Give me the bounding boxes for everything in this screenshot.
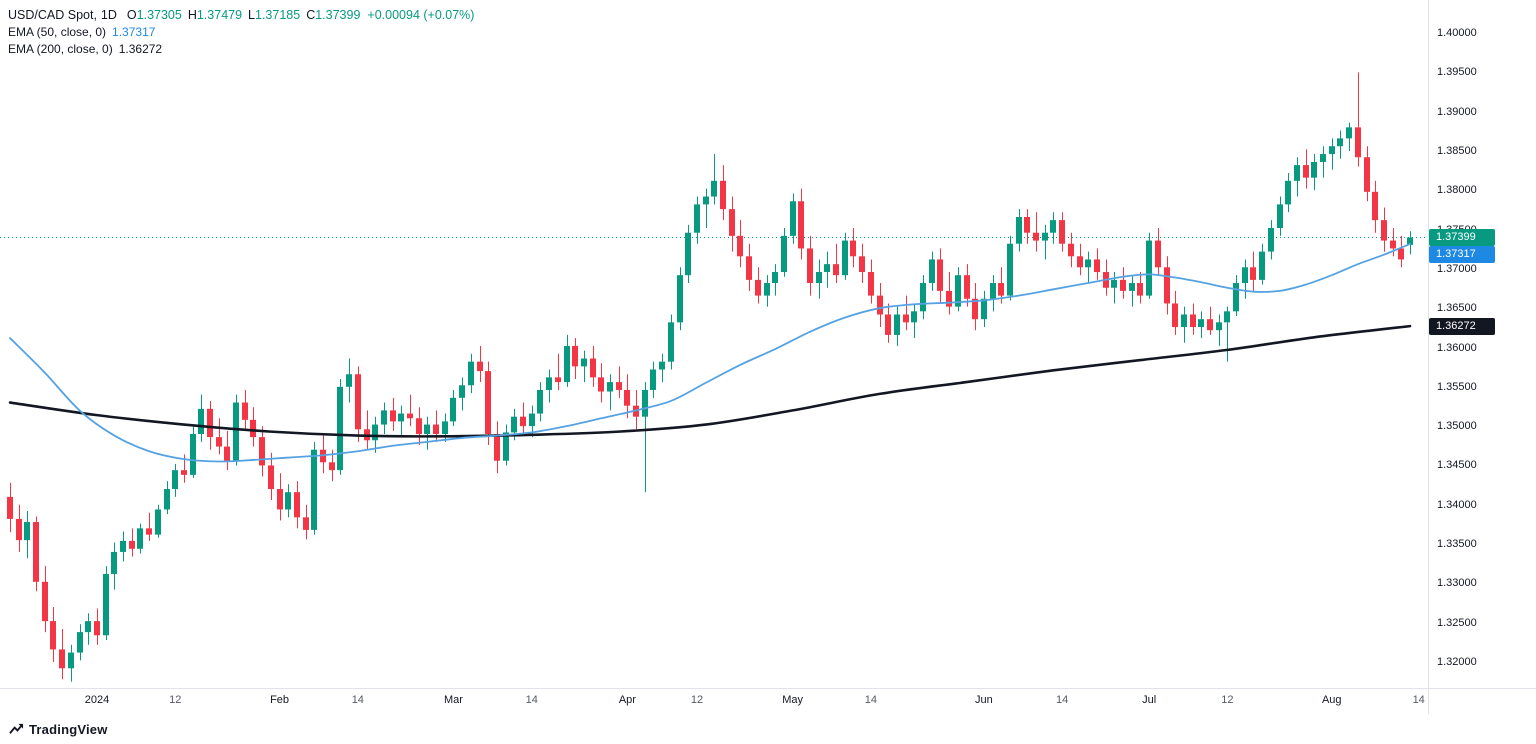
price-tag: 1.37399	[1429, 229, 1495, 246]
y-tick-label: 1.34000	[1437, 498, 1477, 511]
x-tick-label: May	[782, 694, 803, 706]
x-tick-label: 12	[1221, 694, 1234, 706]
ema200-name[interactable]: EMA (200, close, 0)	[8, 42, 113, 56]
chart-legend: USD/CAD Spot, 1D O1.37305 H1.37479 L1.37…	[8, 7, 474, 58]
y-tick-label: 1.33000	[1437, 577, 1477, 590]
low-readout: L1.37185	[248, 8, 301, 22]
x-tick-label: Aug	[1321, 694, 1342, 706]
ema50-name[interactable]: EMA (50, close, 0)	[8, 25, 107, 39]
x-tick-label: 12	[169, 694, 182, 706]
symbol-row: USD/CAD Spot, 1D O1.37305 H1.37479 L1.37…	[8, 7, 474, 24]
y-tick-label: 1.32500	[1437, 616, 1477, 629]
open-readout: O1.37305	[126, 8, 182, 22]
tradingview-logo-icon	[9, 723, 24, 734]
y-tick-label: 1.38000	[1437, 184, 1477, 197]
price-axis[interactable]: 1.400001.395001.390001.385001.380001.375…	[1428, 0, 1536, 688]
interval-label[interactable]: 1D	[100, 8, 117, 22]
y-tick-label: 1.35500	[1437, 380, 1477, 393]
y-tick-label: 1.38500	[1437, 144, 1477, 157]
ema50-value: 1.37317	[112, 25, 156, 39]
ema200-value: 1.36272	[118, 42, 163, 56]
y-tick-label: 1.40000	[1437, 27, 1477, 39]
y-tick-label: 1.39000	[1437, 105, 1477, 118]
x-tick-label: Jun	[975, 694, 993, 706]
x-tick-label: 14	[1056, 694, 1069, 706]
axis-corner	[1428, 689, 1536, 714]
x-tick-label: Feb	[270, 694, 290, 706]
y-tick-label: 1.36000	[1437, 341, 1477, 354]
change-readout: +0.00094 (+0.07%)	[367, 8, 475, 22]
x-tick-label: Apr	[618, 694, 636, 706]
tradingview-logo-text: TradingView	[29, 721, 108, 737]
time-row: 2024 12 Feb 14 Mar 14 Apr 12 May 14 Jun 14 Jul 12 Aug 1…	[0, 688, 1536, 714]
y-tick-label: 1.37000	[1437, 262, 1477, 275]
x-tick-label: Jul	[1142, 694, 1157, 706]
x-tick-label: 2024	[84, 694, 110, 706]
x-tick-label: 14	[351, 694, 364, 706]
footer-bar: TradingView	[0, 714, 1536, 744]
price-chart-pane[interactable]: USD/CAD Spot, 1D O1.37305 H1.37479 L1.37…	[0, 0, 1428, 688]
x-tick-label: Mar	[443, 694, 463, 706]
indicator-row-ema200[interactable]: EMA (200, close, 0) 1.36272	[8, 41, 474, 58]
x-tick-label: 14	[525, 694, 538, 706]
candlestick-canvas[interactable]	[0, 0, 1428, 688]
chart-row: USD/CAD Spot, 1D O1.37305 H1.37479 L1.37…	[0, 0, 1536, 688]
time-axis[interactable]: 2024 12 Feb 14 Mar 14 Apr 12 May 14 Jun 14 Jul 12 Aug 1…	[0, 689, 1428, 714]
y-tick-label: 1.39500	[1437, 66, 1477, 79]
price-tag: 1.36272	[1429, 317, 1495, 335]
price-tag: 1.37317	[1429, 246, 1495, 263]
close-readout: C1.37399	[306, 8, 361, 22]
y-tick-label: 1.35000	[1437, 420, 1477, 433]
y-tick-label: 1.33500	[1437, 538, 1477, 551]
x-tick-label: 12	[690, 694, 704, 706]
x-tick-label: 14	[864, 694, 877, 706]
tradingview-logo[interactable]: TradingView	[9, 722, 108, 737]
indicator-row-ema50[interactable]: EMA (50, close, 0) 1.37317	[8, 24, 474, 41]
y-tick-label: 1.36500	[1437, 302, 1477, 315]
y-tick-label: 1.34500	[1437, 459, 1477, 472]
y-tick-label: 1.32000	[1437, 656, 1477, 668]
high-readout: H1.37479	[187, 8, 243, 22]
x-tick-label: 14	[1412, 694, 1425, 706]
symbol-title[interactable]: USD/CAD Spot,	[8, 8, 97, 22]
